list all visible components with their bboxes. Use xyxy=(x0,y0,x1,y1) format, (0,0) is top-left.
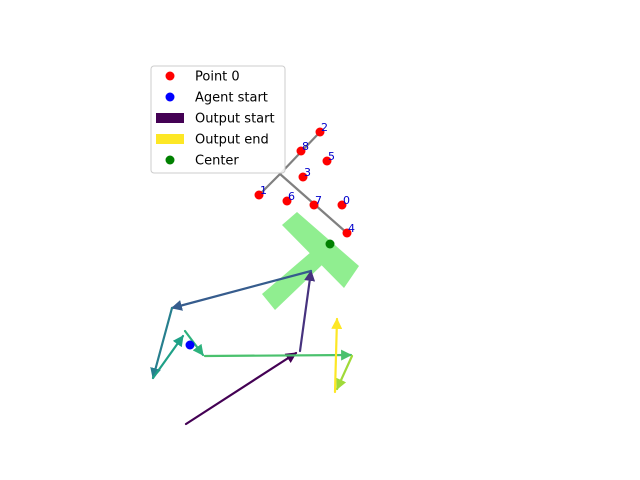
coverage-region xyxy=(262,212,359,310)
trajectory-arrow-4 xyxy=(153,336,183,378)
legend-marker-3 xyxy=(156,134,184,144)
legend-label-1: Agent start xyxy=(195,91,268,106)
trajectory-arrow-8 xyxy=(335,319,337,392)
legend-label-2: Output start xyxy=(195,112,275,127)
legend: Point 0 Agent start Output start Output end… xyxy=(151,66,285,173)
keypoint-label-0: 0 xyxy=(343,194,350,207)
legend-label-4: Center xyxy=(195,154,239,169)
keypoint-label-2: 2 xyxy=(321,121,328,134)
output-trajectory xyxy=(153,271,352,424)
keypoint-label-1: 1 xyxy=(260,184,267,197)
keypoint-label-5: 5 xyxy=(328,150,335,163)
keypoint-label-3: 3 xyxy=(304,166,311,179)
keypoint-label-8: 8 xyxy=(302,140,309,153)
legend-label-0: Point 0 xyxy=(195,70,240,85)
trajectory-arrow-3 xyxy=(153,308,172,378)
trajectory-arrow-7 xyxy=(337,356,352,389)
agent-start-point xyxy=(186,341,195,350)
keypoint-label-7: 7 xyxy=(315,194,322,207)
trajectory-arrow-0 xyxy=(186,353,296,424)
legend-label-3: Output end xyxy=(195,133,269,148)
keypoint-label-4: 4 xyxy=(348,222,355,235)
legend-marker-0 xyxy=(166,72,175,81)
legend-marker-1 xyxy=(166,93,175,102)
legend-marker-2 xyxy=(156,113,184,123)
legend-marker-4 xyxy=(166,156,175,165)
center-point xyxy=(326,240,335,249)
keypoint-label-6: 6 xyxy=(288,190,295,203)
trajectory-arrow-6 xyxy=(205,355,351,356)
